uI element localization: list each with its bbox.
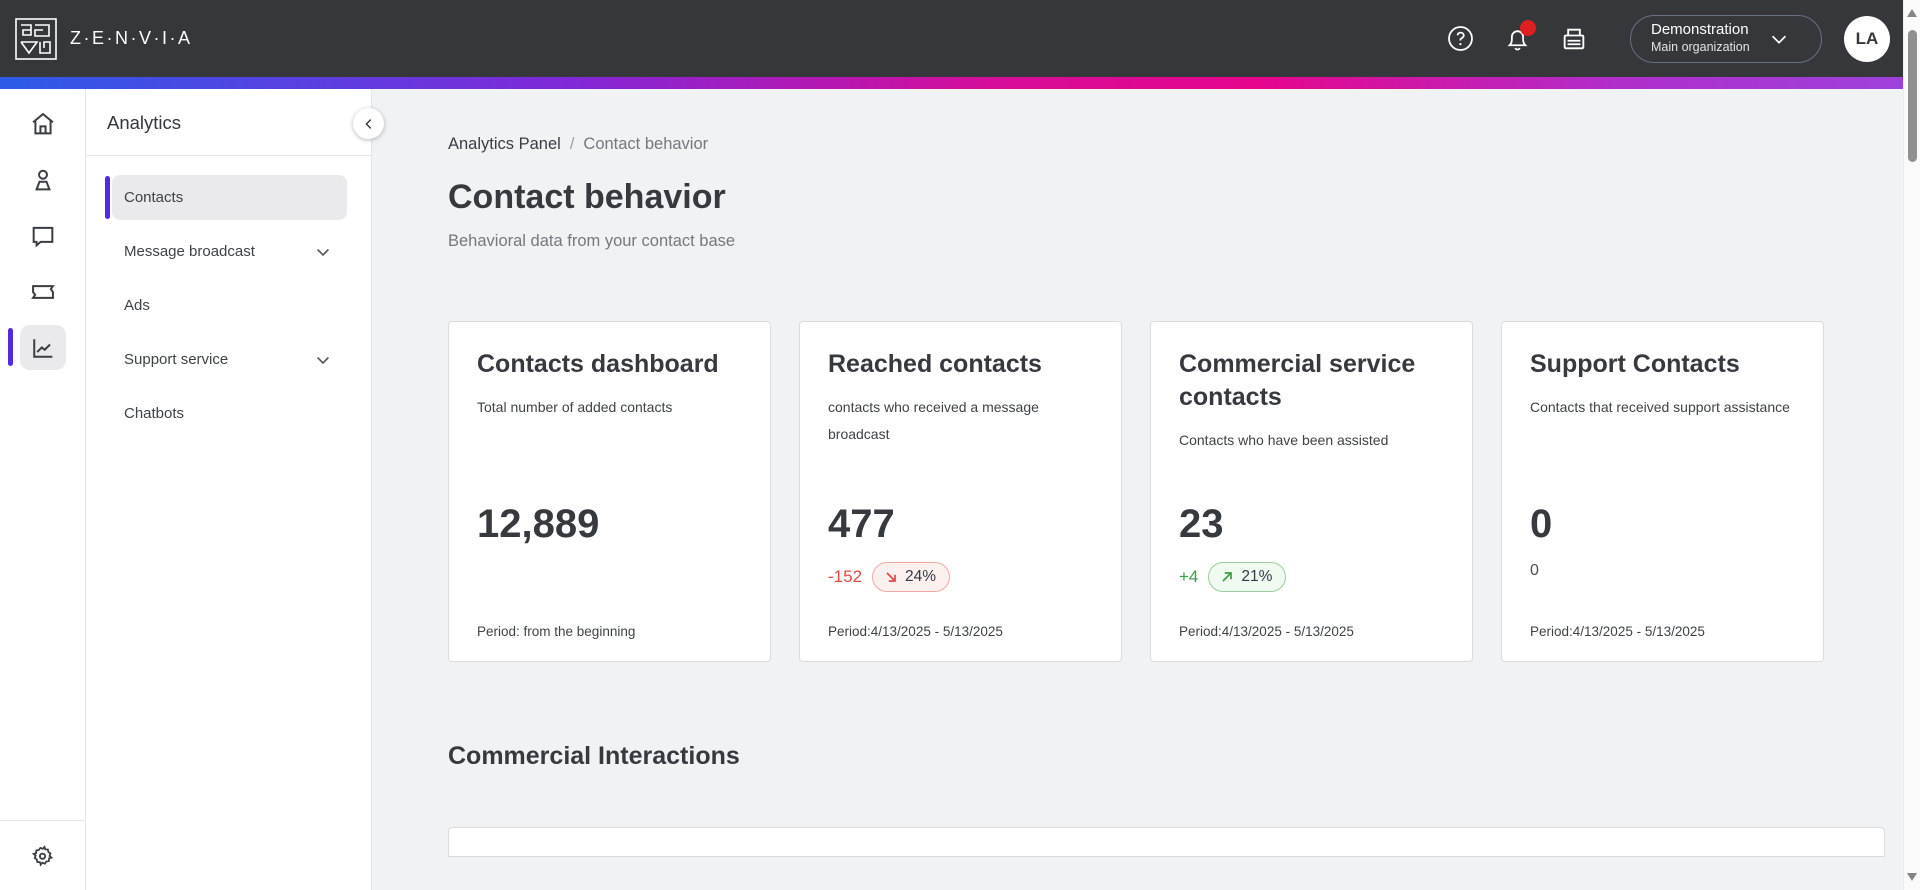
delta-value: -152 (828, 567, 863, 586)
scrollbar-down-arrow[interactable] (1907, 873, 1917, 881)
organization-name: Demonstration (1651, 21, 1749, 39)
sidebar-item-conversations[interactable] (20, 213, 66, 258)
menu-item-support-service[interactable]: Support service (112, 337, 347, 382)
menu-item-label: Contacts (124, 189, 184, 206)
help-icon (1447, 26, 1473, 51)
card-contacts-dashboard: Contacts dashboard Total number of added… (448, 321, 771, 662)
delta-value: +4 (1179, 567, 1199, 586)
line-chart-icon (32, 338, 52, 358)
card-period: Period: from the beginning (477, 624, 636, 639)
card-title: Contacts dashboard (477, 350, 719, 378)
card-title: Commercial service contacts (1179, 350, 1416, 411)
bell-icon (1506, 30, 1528, 51)
sidebar-item-analytics[interactable] (7, 325, 66, 370)
panel-menu: Contacts Message broadcast Ads Support s… (86, 156, 371, 436)
brand-gradient-bar (0, 77, 1903, 89)
panel-title: Analytics (107, 112, 182, 133)
person-icon (34, 169, 51, 190)
menu-item-label: Ads (124, 297, 150, 314)
brand: Z·E·N·V·I·A (0, 17, 193, 60)
chevron-down-icon (316, 248, 330, 256)
card-title: Reached contacts (828, 350, 1042, 378)
chevron-left-icon (364, 118, 371, 129)
card-description: Contacts that received support assistanc… (1530, 399, 1790, 415)
menu-item-ads[interactable]: Ads (112, 283, 347, 328)
breadcrumb: Analytics Panel / Contact behavior (448, 135, 1903, 154)
notification-badge (1520, 19, 1536, 36)
section-title-commercial-interactions: Commercial Interactions (448, 742, 740, 770)
card-value: 477 (828, 502, 895, 546)
scrollbar-up-arrow[interactable] (1907, 9, 1917, 17)
card-period: Period:4/13/2025 - 5/13/2025 (1179, 624, 1354, 639)
chat-icon (32, 226, 53, 247)
card-description: Total number of added contacts (477, 399, 673, 415)
organization-subtitle: Main organization (1651, 40, 1750, 55)
page-scrollbar[interactable] (1903, 0, 1920, 890)
breadcrumb-current: Contact behavior (583, 135, 709, 153)
menu-item-label: Chatbots (124, 405, 185, 422)
breadcrumb-separator: / (569, 135, 575, 153)
card-value: 12,889 (477, 502, 600, 546)
card-delta-row: +4 21% (1179, 562, 1287, 592)
zenvia-logo (15, 17, 57, 60)
user-avatar[interactable]: LA (1844, 15, 1890, 62)
divider (86, 155, 371, 156)
chevron-down-icon (316, 356, 330, 364)
trend-badge: 24% (872, 562, 951, 592)
menu-item-message-broadcast[interactable]: Message broadcast (112, 229, 347, 274)
arrow-up-right-icon (1222, 572, 1233, 582)
kpi-cards-row: Contacts dashboard Total number of added… (448, 321, 1903, 662)
sidebar-item-settings[interactable] (20, 833, 66, 878)
commercial-interactions-card (448, 827, 1885, 857)
menu-item-label: Support service (124, 351, 229, 368)
badge-percent: 21% (1241, 568, 1273, 585)
notifications-button[interactable] (1502, 19, 1536, 54)
card-title: Support Contacts (1530, 350, 1740, 378)
trend-badge: 21% (1208, 562, 1287, 592)
icon-rail (0, 89, 86, 890)
analytics-panel: Analytics Contacts Message broadcast Ads… (86, 89, 384, 890)
main-content: Analytics Panel / Contact behavior Conta… (372, 89, 1903, 890)
printer-icon (1563, 28, 1585, 49)
breadcrumb-analytics-panel[interactable]: Analytics Panel (448, 135, 561, 153)
arrow-down-right-icon (886, 572, 896, 582)
print-button[interactable] (1559, 24, 1589, 54)
card-delta-row: -152 24% (828, 562, 951, 592)
gear-icon (31, 845, 54, 867)
scrollbar-thumb[interactable] (1908, 30, 1917, 162)
badge-percent: 24% (905, 568, 937, 585)
card-description: contacts who received a message broadcas… (828, 399, 1039, 442)
organization-selector[interactable]: Demonstration Main organization (1630, 14, 1822, 63)
card-description: Contacts who have been assisted (1179, 432, 1389, 448)
card-value: 0 (1530, 502, 1553, 546)
chevron-down-icon (1771, 35, 1786, 44)
menu-item-chatbots[interactable]: Chatbots (112, 391, 347, 436)
card-delta-row: 0 (1530, 562, 1539, 580)
card-support-contacts: Support Contacts Contacts that received … (1501, 321, 1824, 662)
card-commercial-service-contacts: Commercial service contacts Contacts who… (1150, 321, 1473, 662)
page-title: Contact behavior (448, 178, 726, 216)
ticket-icon (30, 284, 55, 299)
brand-text: Z·E·N·V·I·A (70, 28, 193, 48)
card-period: Period:4/13/2025 - 5/13/2025 (828, 624, 1003, 639)
collapse-panel-button[interactable] (353, 108, 384, 139)
menu-item-label: Message broadcast (124, 243, 255, 260)
sidebar-item-tickets[interactable] (20, 269, 66, 314)
delta-value: 0 (1530, 562, 1539, 579)
sidebar-item-contacts[interactable] (20, 157, 66, 202)
card-reached-contacts: Reached contacts contacts who received a… (799, 321, 1122, 662)
menu-item-contacts[interactable]: Contacts (105, 175, 347, 220)
page-subtitle: Behavioral data from your contact base (448, 232, 736, 250)
card-value: 23 (1179, 502, 1224, 546)
card-period: Period:4/13/2025 - 5/13/2025 (1530, 624, 1705, 639)
topbar: Z·E·N·V·I·A Demonstra (0, 0, 1903, 77)
sidebar-item-home[interactable] (20, 101, 66, 146)
home-icon (31, 112, 54, 134)
help-button[interactable] (1445, 24, 1475, 54)
